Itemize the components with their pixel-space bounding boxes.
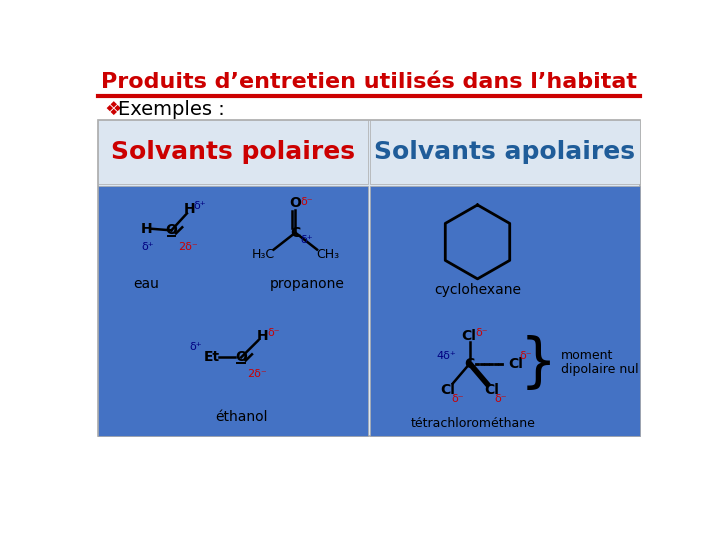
Text: O: O bbox=[289, 197, 301, 211]
Text: δ⁻: δ⁻ bbox=[451, 394, 464, 404]
FancyBboxPatch shape bbox=[98, 186, 368, 436]
Text: éthanol: éthanol bbox=[215, 410, 267, 424]
Text: ❖: ❖ bbox=[104, 100, 122, 119]
Text: H: H bbox=[184, 202, 196, 216]
Text: CH₃: CH₃ bbox=[316, 248, 340, 261]
Text: H₃C: H₃C bbox=[251, 248, 274, 261]
Text: δ⁺: δ⁺ bbox=[193, 201, 206, 211]
Text: δ⁺: δ⁺ bbox=[142, 242, 154, 252]
Text: C: C bbox=[290, 226, 300, 240]
Text: Cl: Cl bbox=[508, 356, 523, 370]
FancyBboxPatch shape bbox=[98, 120, 640, 436]
Text: Et: Et bbox=[204, 350, 220, 365]
Text: Cl: Cl bbox=[484, 383, 499, 397]
Text: Cl: Cl bbox=[441, 383, 456, 397]
Text: }: } bbox=[519, 335, 557, 392]
Text: δ⁻: δ⁻ bbox=[267, 328, 280, 338]
Text: moment: moment bbox=[561, 349, 613, 362]
Text: H: H bbox=[141, 222, 153, 236]
Text: δ⁻: δ⁻ bbox=[476, 328, 488, 338]
Text: δ⁺: δ⁺ bbox=[300, 235, 312, 245]
FancyBboxPatch shape bbox=[370, 120, 640, 184]
Text: Solvants apolaires: Solvants apolaires bbox=[374, 140, 635, 164]
Text: 4δ⁺: 4δ⁺ bbox=[436, 351, 456, 361]
FancyBboxPatch shape bbox=[370, 186, 640, 436]
FancyBboxPatch shape bbox=[98, 120, 368, 184]
Text: Exemples :: Exemples : bbox=[118, 100, 225, 119]
Text: tétrachlorométhane: tétrachlorométhane bbox=[411, 417, 536, 430]
Text: propanone: propanone bbox=[269, 277, 344, 291]
Text: δ⁻: δ⁻ bbox=[300, 197, 312, 207]
Text: δ⁻: δ⁻ bbox=[519, 351, 532, 361]
Text: 2δ⁻: 2δ⁻ bbox=[179, 242, 198, 252]
Text: H: H bbox=[257, 329, 269, 343]
Text: cyclohexane: cyclohexane bbox=[434, 282, 521, 296]
Text: 2δ⁻: 2δ⁻ bbox=[247, 369, 266, 379]
Text: δ⁺: δ⁺ bbox=[190, 342, 202, 352]
Text: O: O bbox=[235, 350, 247, 365]
Text: C: C bbox=[464, 356, 475, 370]
Text: δ⁻: δ⁻ bbox=[495, 394, 507, 404]
Text: eau: eau bbox=[133, 277, 158, 291]
Text: O: O bbox=[166, 224, 177, 238]
Text: Solvants polaires: Solvants polaires bbox=[111, 140, 355, 164]
Text: Produits d’entretien utilisés dans l’habitat: Produits d’entretien utilisés dans l’hab… bbox=[101, 72, 637, 92]
Text: Cl: Cl bbox=[461, 329, 476, 343]
Text: dipolaire nul: dipolaire nul bbox=[561, 363, 639, 376]
